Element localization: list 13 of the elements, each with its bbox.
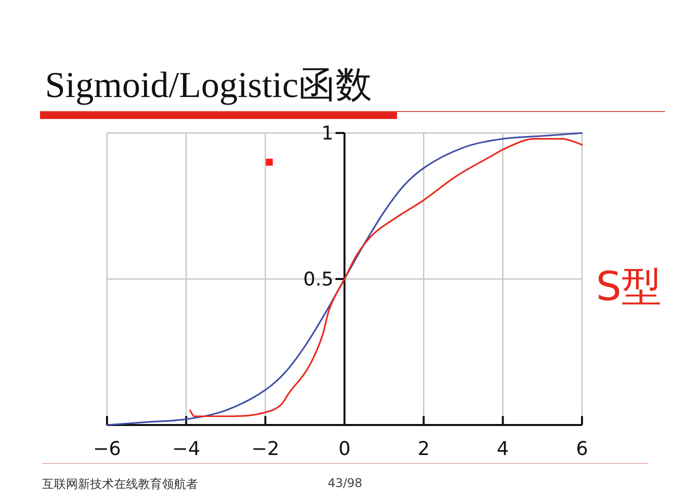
x-tick-label: 6 (576, 438, 588, 460)
x-tick-label: 0 (338, 438, 351, 460)
x-tick-label: 2 (418, 438, 430, 460)
y-tick-label: 1 (321, 122, 334, 144)
title: Sigmoid/Logistic函数 (45, 64, 372, 105)
x-tick-label: 4 (496, 438, 509, 460)
y-tick-label: 0.5 (303, 268, 334, 290)
annotation: 互联网新技术在线教育领航者 (42, 477, 198, 491)
x-tick-label: −2 (251, 438, 280, 460)
x-tick-label: −4 (172, 438, 200, 460)
x-tick-label: −6 (93, 438, 121, 460)
annotation: S型 (596, 264, 662, 310)
annotation: 43/98 (328, 476, 362, 490)
